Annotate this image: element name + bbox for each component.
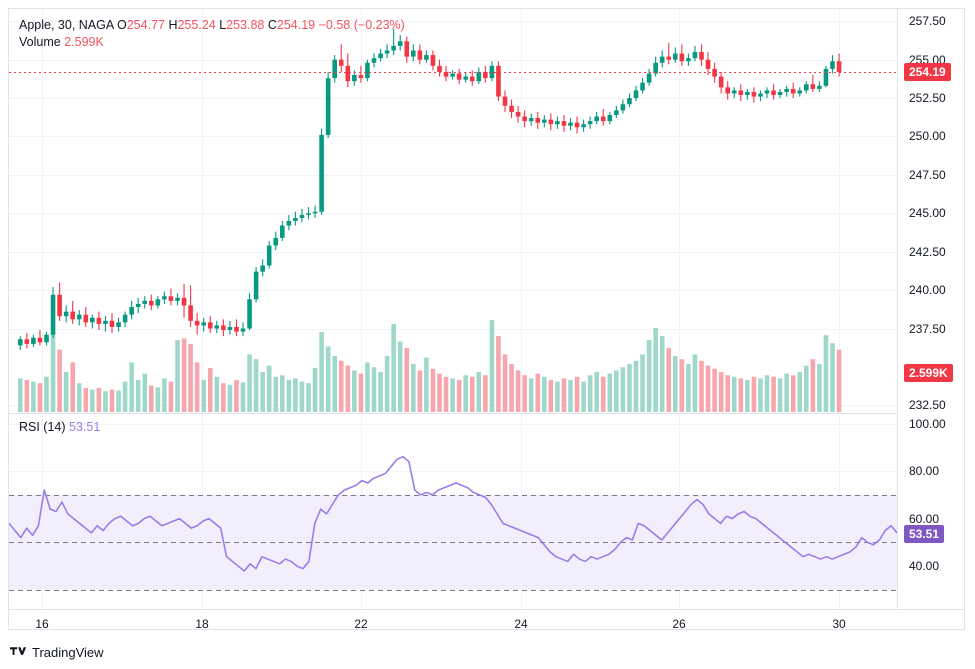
time-tick-label: 18 — [195, 617, 209, 631]
rsi-pane[interactable]: RSI (14) 53.51 — [9, 414, 897, 609]
legend-low-value: 253.88 — [226, 18, 265, 32]
price-pane[interactable]: Apple, 30, NAGA O254.77 H255.24 L253.88 … — [9, 9, 897, 413]
price-tick-label: 245.00 — [909, 206, 946, 221]
legend-line-volume: Volume 2.599K — [19, 34, 405, 51]
current-price-badge[interactable]: 254.19 — [904, 63, 951, 82]
legend-open-value: 254.77 — [126, 18, 165, 32]
price-tick-label: 237.50 — [909, 321, 946, 336]
price-candlestick-chart — [9, 9, 897, 413]
rsi-tick-label: 100.00 — [909, 416, 946, 431]
time-tick-label: 22 — [354, 617, 368, 631]
rsi-label: RSI (14) — [19, 420, 66, 434]
legend-line-ohlc: Apple, 30, NAGA O254.77 H255.24 L253.88 … — [19, 17, 405, 34]
current-rsi-badge[interactable]: 53.51 — [904, 525, 945, 544]
price-tick-label: 240.00 — [909, 283, 946, 298]
time-axis-divider — [9, 609, 964, 610]
time-tick-label: 30 — [832, 617, 846, 631]
legend-close-value: 254.19 — [276, 18, 316, 32]
chart-frame: Apple, 30, NAGA O254.77 H255.24 L253.88 … — [8, 8, 965, 631]
legend-symbol: Apple, 30, NAGA — [19, 18, 114, 32]
rsi-tick-label: 60.00 — [909, 511, 940, 526]
tradingview-logo-icon — [10, 647, 27, 655]
current-volume-badge[interactable]: 2.599K — [904, 364, 953, 382]
price-tick-label: 250.00 — [909, 129, 946, 144]
time-tick-label: 24 — [514, 617, 528, 631]
rsi-value: 53.51 — [69, 420, 101, 434]
legend-low-key: L — [219, 18, 227, 32]
rsi-legend: RSI (14) 53.51 — [19, 420, 100, 434]
rsi-tick-label: 80.00 — [909, 464, 940, 479]
price-tick-label: 232.50 — [909, 398, 946, 413]
volume-label: Volume — [19, 35, 61, 49]
price-tick-label: 247.50 — [909, 167, 946, 182]
tradingview-wordmark: TradingView — [32, 645, 104, 660]
time-tick-label: 16 — [35, 617, 49, 631]
time-axis[interactable]: 16 18 22 24 26 30 — [9, 610, 964, 638]
time-tick-label: 26 — [672, 617, 686, 631]
price-legend: Apple, 30, NAGA O254.77 H255.24 L253.88 … — [19, 17, 405, 51]
legend-high-key: H — [168, 18, 178, 32]
rsi-line-chart — [9, 414, 897, 609]
price-axis[interactable]: 257.50 255.00 252.50 250.00 247.50 245.00 242.… — [897, 9, 964, 609]
legend-change: −0.58 (−0.23%) — [318, 18, 405, 32]
tradingview-brand: TradingView — [10, 645, 104, 660]
price-tick-label: 252.50 — [909, 91, 946, 106]
rsi-tick-label: 40.00 — [909, 559, 940, 574]
price-tick-label: 257.50 — [909, 14, 946, 29]
legend-high-value: 255.24 — [177, 18, 216, 32]
pane-divider — [9, 413, 897, 414]
legend-close-key: C — [267, 18, 277, 32]
legend-open-key: O — [117, 18, 127, 32]
price-tick-label: 242.50 — [909, 244, 946, 259]
volume-value: 2.599K — [64, 35, 104, 49]
